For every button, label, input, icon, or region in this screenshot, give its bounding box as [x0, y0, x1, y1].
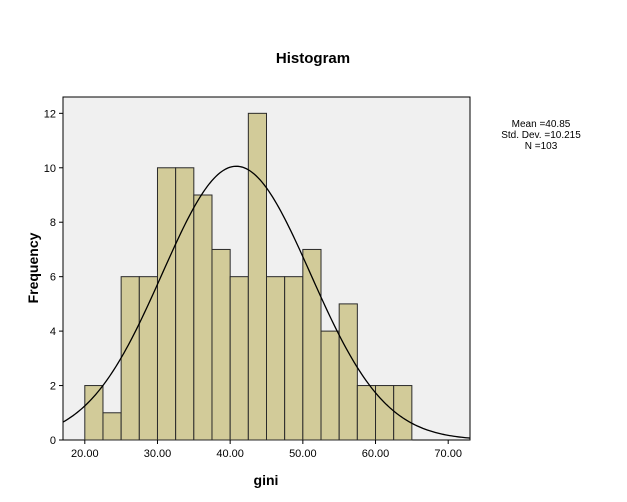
histogram-bar	[356, 385, 377, 441]
x-axis-label: gini	[254, 472, 279, 488]
histogram-bar	[393, 385, 413, 441]
y-tick-label: 6	[50, 272, 56, 284]
x-tick-label: 40.00	[216, 448, 244, 460]
x-tick-label: 50.00	[289, 448, 317, 460]
histogram-bar	[211, 248, 231, 441]
x-tick-label: 20.00	[71, 448, 99, 460]
y-tick-label: 8	[50, 217, 56, 229]
y-tick-label: 10	[44, 163, 56, 175]
x-tick-label: 30.00	[144, 448, 172, 460]
histogram-bar	[266, 276, 286, 441]
chart-title: Histogram	[276, 50, 350, 67]
y-tick-label: 0	[50, 435, 56, 447]
y-tick-label: 4	[50, 326, 56, 338]
normal-curve	[62, 165, 471, 439]
histogram-bar	[120, 276, 140, 441]
stat-std-dev: Std. Dev. =10.215	[501, 130, 581, 141]
histogram-bar	[375, 385, 395, 441]
stats-box: Mean =40.85 Std. Dev. =10.215 N =103	[501, 119, 581, 152]
bars-group	[84, 112, 413, 441]
y-tick-label: 12	[44, 108, 56, 120]
y-axis-label: Frequency	[25, 232, 41, 303]
histogram-bar	[156, 167, 177, 441]
histogram-bar	[175, 167, 195, 441]
x-tick-label: 70.00	[434, 448, 462, 460]
histogram-bar	[102, 412, 122, 441]
y-axis: 0 2 4 6 8 10 12	[44, 108, 63, 447]
histogram-bar	[138, 276, 158, 441]
histogram-bar	[229, 276, 249, 441]
x-tick-label: 60.00	[362, 448, 390, 460]
histogram-bar	[247, 112, 267, 441]
stat-n: N =103	[525, 141, 558, 152]
y-tick-label: 2	[50, 381, 56, 393]
histogram-bar	[193, 194, 213, 441]
histogram-bar	[284, 276, 304, 441]
stat-mean: Mean =40.85	[512, 119, 571, 130]
histogram-bar	[338, 303, 358, 441]
histogram-bar	[84, 385, 104, 441]
x-axis: 20.00 30.00 40.00 50.00 60.00 70.00	[71, 440, 462, 460]
histogram-bar	[320, 330, 340, 441]
